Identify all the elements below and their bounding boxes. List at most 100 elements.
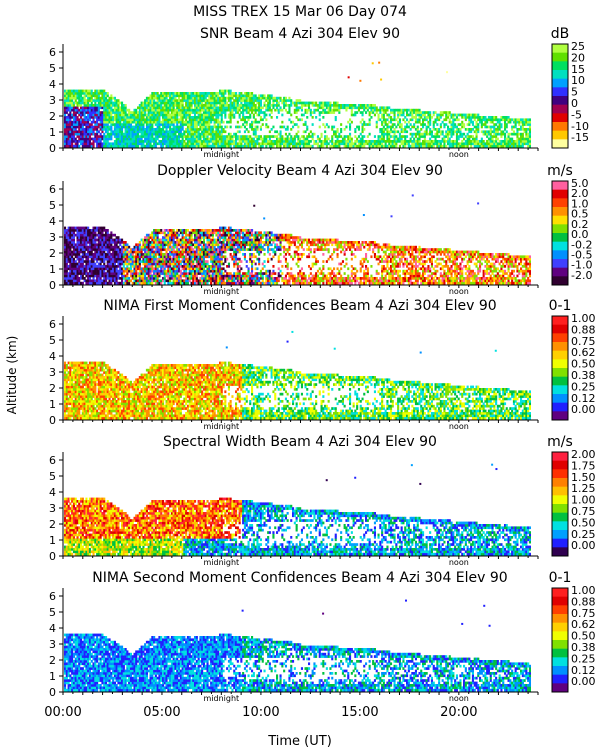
heatmap-cell (149, 243, 152, 247)
heatmap-cell (172, 144, 175, 148)
heatmap-cell (154, 277, 157, 280)
heatmap-cell (145, 255, 148, 259)
heatmap-cell (160, 248, 163, 251)
heatmap-cell (186, 128, 189, 131)
heatmap-cell (204, 125, 207, 129)
heatmap-cell (113, 241, 116, 244)
heatmap-cell (94, 238, 97, 242)
heatmap-cell (300, 108, 303, 112)
heatmap-cell (290, 128, 293, 131)
heatmap-cell (404, 116, 407, 119)
heatmap-cell (261, 111, 264, 114)
heatmap-cell (195, 125, 198, 129)
heatmap-cell (404, 135, 407, 138)
heatmap-cell (299, 118, 302, 122)
heatmap-cell (179, 125, 182, 129)
heatmap-cell (479, 118, 482, 122)
heatmap-cell (163, 265, 166, 268)
heatmap-cell (71, 265, 74, 268)
heatmap-cell (121, 144, 124, 148)
heatmap-cell (457, 130, 460, 134)
heatmap-cell (64, 137, 67, 141)
heatmap-cell (283, 106, 286, 110)
heatmap-cell (103, 104, 106, 107)
heatmap-cell (181, 101, 184, 105)
heatmap-cell (140, 116, 143, 119)
heatmap-cell (142, 255, 145, 259)
heatmap-cell (103, 269, 106, 273)
heatmap-cell (145, 96, 148, 100)
heatmap-cell (295, 104, 298, 107)
heatmap-cell (504, 142, 507, 146)
heatmap-cell (65, 137, 68, 141)
heatmap-cell (229, 96, 232, 100)
heatmap-cell (167, 125, 170, 129)
heatmap-cell (169, 140, 172, 143)
heatmap-cell (81, 128, 84, 131)
heatmap-cell (72, 106, 75, 110)
heatmap-cell (231, 142, 234, 146)
heatmap-cell (259, 104, 262, 107)
heatmap-cell (181, 137, 184, 141)
heatmap-cell (219, 142, 222, 146)
heatmap-cell (486, 132, 489, 136)
heatmap-cell (286, 128, 289, 131)
heatmap-cell (172, 96, 175, 100)
heatmap-cell (92, 262, 95, 266)
heatmap-cell (65, 245, 68, 249)
heatmap-cell (475, 125, 478, 129)
heatmap-cell (217, 111, 220, 114)
heatmap-cell (165, 265, 168, 268)
heatmap-cell (147, 128, 150, 131)
heatmap-cell (496, 128, 499, 131)
heatmap-cell (192, 137, 195, 141)
heatmap-cell (128, 132, 131, 136)
heatmap-cell (327, 137, 330, 141)
heatmap-cell (72, 231, 75, 235)
heatmap-cell (179, 120, 182, 124)
heatmap-cell (87, 279, 90, 283)
heatmap-cell (108, 111, 111, 114)
heatmap-cell (350, 137, 353, 141)
heatmap-cell (247, 118, 250, 122)
heatmap-cell (327, 111, 330, 114)
heatmap-cell (336, 137, 339, 141)
heatmap-cell (158, 99, 161, 102)
heatmap-cell (133, 111, 136, 114)
heatmap-cell (72, 236, 75, 239)
heatmap-cell (106, 108, 109, 112)
heatmap-cell (322, 123, 325, 126)
heatmap-cell (99, 92, 102, 95)
heatmap-cell (158, 253, 161, 256)
heatmap-cell (418, 140, 421, 143)
heatmap-cell (254, 125, 257, 129)
heatmap-cell (236, 142, 239, 146)
heatmap-cell (167, 137, 170, 141)
heatmap-cell (195, 111, 198, 114)
heatmap-cell (64, 106, 67, 110)
heatmap-cell (153, 137, 156, 141)
heatmap-cell (183, 140, 186, 143)
heatmap-cell (229, 135, 232, 138)
heatmap-cell (133, 128, 136, 131)
heatmap-cell (265, 137, 268, 141)
heatmap-cell (67, 125, 70, 129)
heatmap-cell (81, 233, 84, 237)
heatmap-cell (247, 135, 250, 138)
heatmap-cell (192, 142, 195, 146)
heatmap-cell (81, 142, 84, 146)
heatmap-cell (511, 137, 514, 141)
heatmap-cell (343, 135, 346, 138)
heatmap-cell (97, 125, 100, 129)
heatmap-cell (76, 236, 79, 239)
heatmap-cell (163, 106, 166, 110)
heatmap-cell (265, 108, 268, 112)
heatmap-cell (156, 248, 159, 251)
heatmap-cell (74, 255, 77, 259)
heatmap-cell (194, 101, 197, 105)
heatmap-cell (220, 132, 223, 136)
heatmap-cell (181, 99, 184, 102)
heatmap-cell (512, 142, 515, 146)
heatmap-cell (94, 104, 97, 107)
heatmap-cell (105, 243, 108, 247)
